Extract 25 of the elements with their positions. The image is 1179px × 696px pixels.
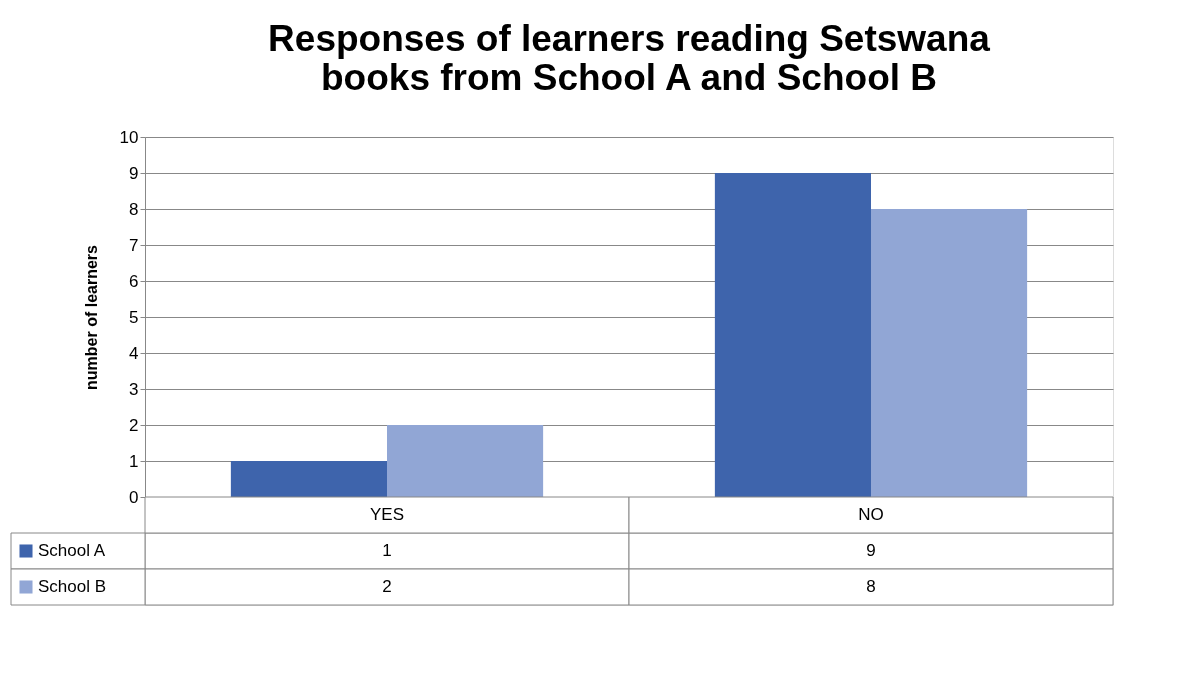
x-tick-label: YES — [369, 505, 405, 524]
y-tick-label: 3 — [129, 379, 139, 399]
y-tick-label: 5 — [129, 307, 139, 327]
data-label: 1 — [382, 541, 392, 560]
y-axis-title: number of learners — [82, 244, 100, 390]
legend-label: School B — [38, 577, 107, 596]
y-tick-label: 7 — [129, 235, 139, 255]
y-tick-label: 1 — [129, 451, 139, 471]
data-label: 2 — [382, 577, 392, 596]
y-tick-label: 9 — [129, 163, 139, 183]
y-tick-label: 10 — [119, 127, 139, 147]
x-tick-label: NO — [858, 505, 884, 524]
bar — [230, 461, 387, 497]
data-label: 9 — [866, 541, 876, 560]
bar — [714, 173, 871, 497]
y-tick-label: 4 — [129, 343, 139, 363]
text: Responses of learners reading Setswana — [268, 18, 990, 59]
y-tick-label: 0 — [129, 487, 139, 507]
bar — [387, 425, 544, 497]
legend-label: School A — [38, 541, 106, 560]
bar — [871, 209, 1028, 497]
y-tick-label: 8 — [129, 199, 139, 219]
y-tick-label: 2 — [129, 415, 139, 435]
y-tick-label: 6 — [129, 271, 139, 291]
data-label: 8 — [866, 577, 876, 596]
